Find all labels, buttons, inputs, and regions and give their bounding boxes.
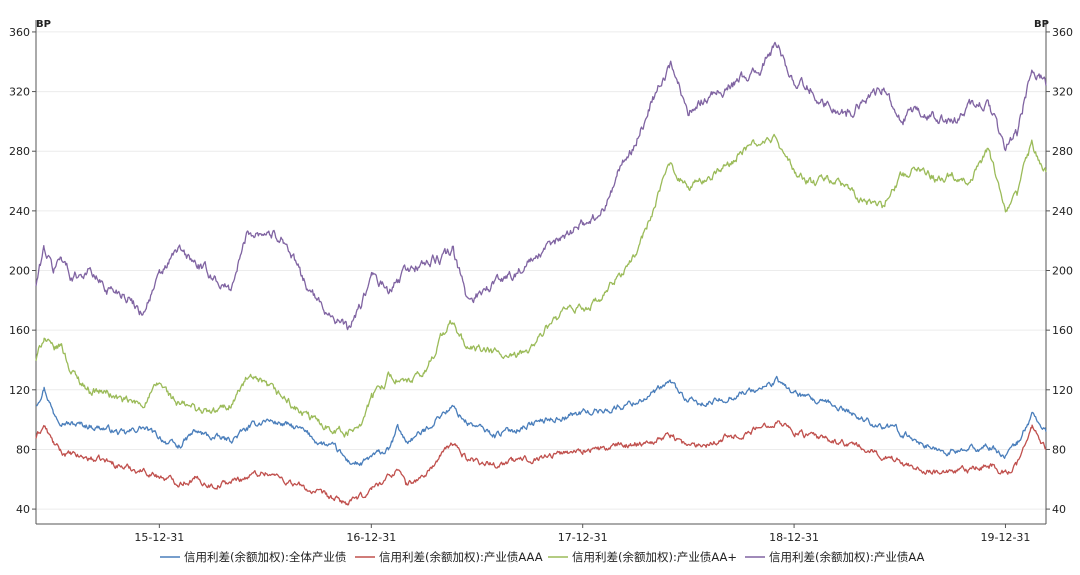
- axis-layer: 40 40 80 80 120 120 160 160 200 200 240 240 280 280 32…: [9, 20, 1073, 544]
- x-tick-label: 16-12-31: [346, 531, 396, 544]
- x-tick-label: 19-12-31: [980, 531, 1030, 544]
- y-tick-label-left: 280: [9, 145, 30, 158]
- y-tick-label-right: 200: [1052, 265, 1073, 278]
- legend-label-4: 信用利差(余额加权):产业债AA: [769, 550, 925, 564]
- x-tick-label: 17-12-31: [558, 531, 608, 544]
- legend-label-1: 信用利差(余额加权):全体产业债: [184, 550, 346, 564]
- y-tick-label-right: 320: [1052, 86, 1073, 99]
- x-tick-label: 15-12-31: [134, 531, 184, 544]
- x-tick-label: 18-12-31: [769, 531, 819, 544]
- y-tick-label-left: 360: [9, 26, 30, 39]
- y-tick-label-left: 320: [9, 86, 30, 99]
- y-tick-label-right: 240: [1052, 205, 1073, 218]
- y-tick-label-right: 120: [1052, 384, 1073, 397]
- y-tick-label-left: 40: [16, 503, 30, 516]
- y-tick-label-right: 40: [1052, 503, 1066, 516]
- y-tick-label-left: 80: [16, 443, 30, 456]
- y-axis-unit-left: BP: [36, 19, 51, 30]
- y-tick-label-right: 160: [1052, 324, 1073, 337]
- y-tick-label-right: 280: [1052, 145, 1073, 158]
- legend-label-3: 信用利差(余额加权):产业债AA+: [572, 550, 737, 564]
- grid-layer: [36, 31, 1046, 510]
- series-line-4: [35, 41, 1047, 331]
- y-axis-unit-right: BP: [1034, 19, 1049, 30]
- series-line-2: [35, 420, 1047, 506]
- y-tick-label-left: 200: [9, 265, 30, 278]
- series-line-1: [35, 375, 1047, 467]
- y-tick-label-right: 360: [1052, 26, 1073, 39]
- y-tick-label-left: 120: [9, 384, 30, 397]
- series-layer: [35, 41, 1047, 506]
- y-tick-label-right: 80: [1052, 443, 1066, 456]
- y-tick-label-left: 160: [9, 324, 30, 337]
- legend: 信用利差(余额加权):全体产业债 信用利差(余额加权):产业债AAA 信用利差(余额…: [160, 550, 925, 564]
- legend-label-2: 信用利差(余额加权):产业债AAA: [379, 550, 543, 564]
- y-tick-label-left: 240: [9, 205, 30, 218]
- series-line-3: [35, 133, 1047, 438]
